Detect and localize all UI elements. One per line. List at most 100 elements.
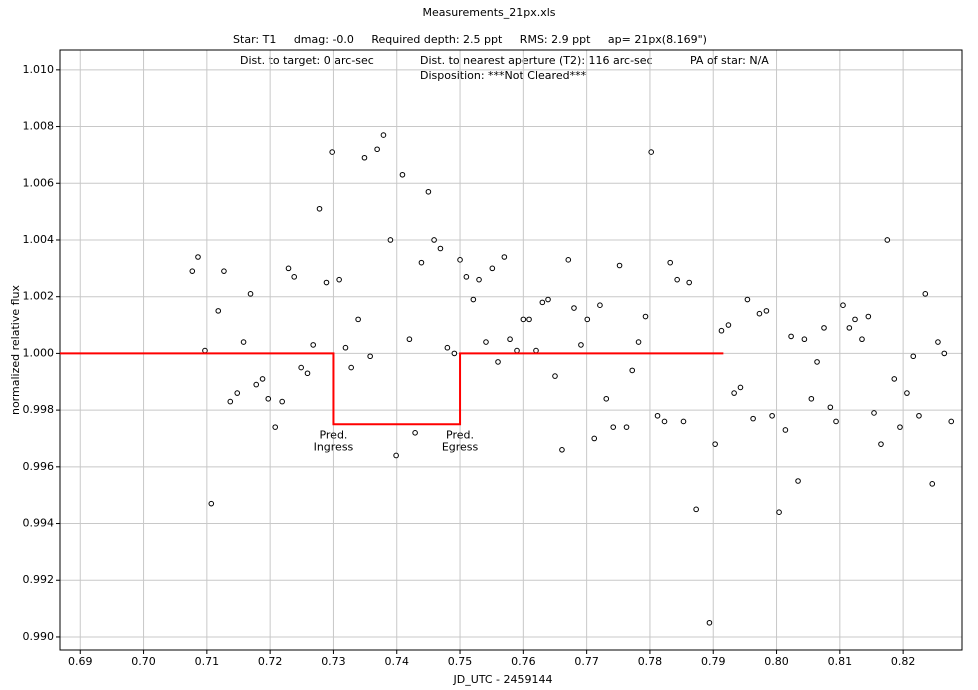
x-tick-label: 0.69 [68, 655, 93, 668]
data-point [399, 171, 406, 178]
data-point [234, 390, 241, 396]
data-point [202, 347, 208, 354]
data-point [507, 336, 513, 343]
data-point [195, 254, 201, 260]
data-point [686, 279, 692, 286]
data-point [610, 424, 617, 430]
data-point [355, 316, 361, 323]
x-tick-label: 0.77 [574, 655, 599, 668]
data-point [565, 257, 572, 263]
annotation: Egress [442, 441, 479, 454]
data-point [795, 478, 801, 484]
data-point [827, 404, 834, 411]
data-point [418, 259, 425, 266]
data-point [476, 276, 482, 283]
data-point [750, 415, 756, 422]
data-point [310, 342, 316, 348]
data-point [782, 427, 789, 433]
data-point [406, 336, 413, 343]
data-point [329, 149, 335, 155]
x-tick-label: 0.81 [828, 655, 853, 668]
data-point [578, 342, 584, 348]
chart-subtitle: Star: T1 dmag: -0.0 Required depth: 2.5 … [233, 33, 707, 46]
data-point [279, 398, 285, 405]
data-point [514, 347, 520, 354]
data-point [526, 316, 532, 323]
data-point [833, 418, 839, 425]
data-point [897, 424, 903, 430]
data-point [393, 452, 399, 459]
data-point [948, 418, 955, 425]
data-point [852, 316, 858, 323]
data-point [259, 376, 266, 382]
data-point [763, 308, 770, 314]
data-point [501, 254, 508, 260]
x-tick-label: 0.72 [258, 655, 283, 668]
data-point [336, 276, 342, 283]
data-point [756, 310, 763, 317]
data-point [929, 481, 936, 487]
data-point [221, 268, 227, 274]
y-tick-label: 1.010 [23, 63, 55, 76]
info-text: PA of star: N/A [690, 54, 769, 67]
data-point [545, 296, 551, 303]
info-text: Dist. to target: 0 arc-sec [240, 54, 374, 67]
data-point [291, 274, 298, 280]
x-tick-label: 0.73 [321, 655, 346, 668]
data-point [240, 339, 247, 345]
data-point [859, 336, 865, 343]
data-point [648, 149, 655, 155]
data-point [559, 447, 565, 453]
x-tick-label: 0.76 [511, 655, 536, 668]
x-tick-label: 0.75 [448, 655, 473, 668]
x-tick-label: 0.82 [891, 655, 916, 668]
data-point [865, 313, 872, 320]
data-point [387, 237, 394, 243]
x-tick-label: 0.80 [764, 655, 789, 668]
data-point [285, 265, 292, 272]
data-point [457, 257, 463, 263]
y-tick-label: 0.994 [23, 517, 55, 530]
info-text: Dist. to nearest aperture (T2): 116 arc-… [420, 54, 653, 67]
y-tick-label: 1.000 [23, 346, 55, 359]
data-point [342, 344, 349, 351]
annotation: Pred. [446, 429, 474, 442]
data-point [922, 291, 929, 297]
data-point [304, 370, 311, 377]
data-point [642, 313, 649, 320]
data-point [891, 376, 898, 382]
y-tick-label: 1.004 [23, 233, 55, 246]
data-point [374, 146, 380, 153]
annotation: Ingress [314, 441, 354, 454]
data-point [821, 325, 827, 331]
data-point [444, 344, 451, 351]
data-point [584, 316, 591, 323]
data-point [451, 350, 458, 357]
data-point [597, 302, 603, 308]
model-line [60, 352, 724, 426]
data-point [814, 359, 820, 365]
y-tick-label: 1.006 [23, 176, 55, 189]
data-point [265, 395, 272, 402]
data-point [744, 296, 751, 303]
data-point [623, 424, 630, 430]
data-point [808, 395, 815, 402]
data-point [667, 259, 673, 266]
data-point [253, 381, 260, 388]
y-tick-label: 1.008 [23, 120, 55, 133]
data-point [840, 302, 846, 308]
data-point [227, 398, 234, 405]
y-axis-label: normalized relative flux [9, 285, 22, 416]
data-point [520, 316, 527, 323]
data-point [298, 364, 304, 371]
data-point [693, 506, 699, 513]
data-point [871, 410, 877, 416]
data-point [495, 359, 501, 365]
data-point [661, 418, 668, 425]
data-point [412, 429, 418, 436]
data-point [367, 353, 373, 360]
data-point [801, 336, 808, 343]
data-point [533, 347, 539, 354]
data-point [846, 325, 853, 331]
